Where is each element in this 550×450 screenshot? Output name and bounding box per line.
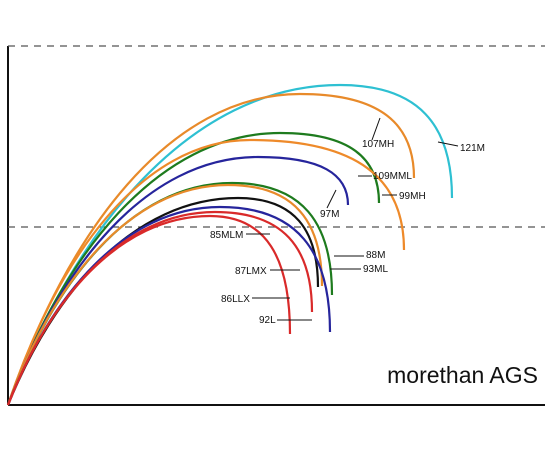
leader-line-97m — [326, 189, 337, 209]
curve-92l — [6, 214, 292, 406]
series-label-121m: 121M — [460, 143, 485, 154]
series-label-97m: 97M — [320, 209, 339, 220]
series-label-93ml: 93ML — [363, 264, 388, 275]
series-label-85mlm: 85MLM — [210, 230, 243, 241]
curve-99mh — [6, 138, 406, 406]
labels: 121M 107MH 109MML 99MH 97M 88M 93ML 85MLM 87LMX 8… — [210, 117, 485, 326]
series-label-99mh: 99MH — [399, 191, 426, 202]
series-label-109mml: 109MML — [373, 171, 412, 182]
curve-93ml — [6, 183, 324, 406]
curve-121m — [6, 83, 454, 406]
curves — [6, 83, 454, 406]
curve-109mml — [6, 131, 381, 406]
series-label-107mh: 107MH — [362, 139, 394, 150]
series-label-87lmx: 87LMX — [235, 266, 267, 277]
curve-107mh — [6, 92, 416, 406]
brand-text: morethan AGS — [387, 362, 538, 388]
axes — [7, 45, 545, 406]
series-label-88m: 88M — [366, 250, 385, 261]
leader-line-107mh — [371, 117, 381, 141]
series-label-86llx: 86LLX — [221, 294, 250, 305]
series-label-92l: 92L — [259, 315, 276, 326]
leader-line-121m — [437, 141, 459, 147]
